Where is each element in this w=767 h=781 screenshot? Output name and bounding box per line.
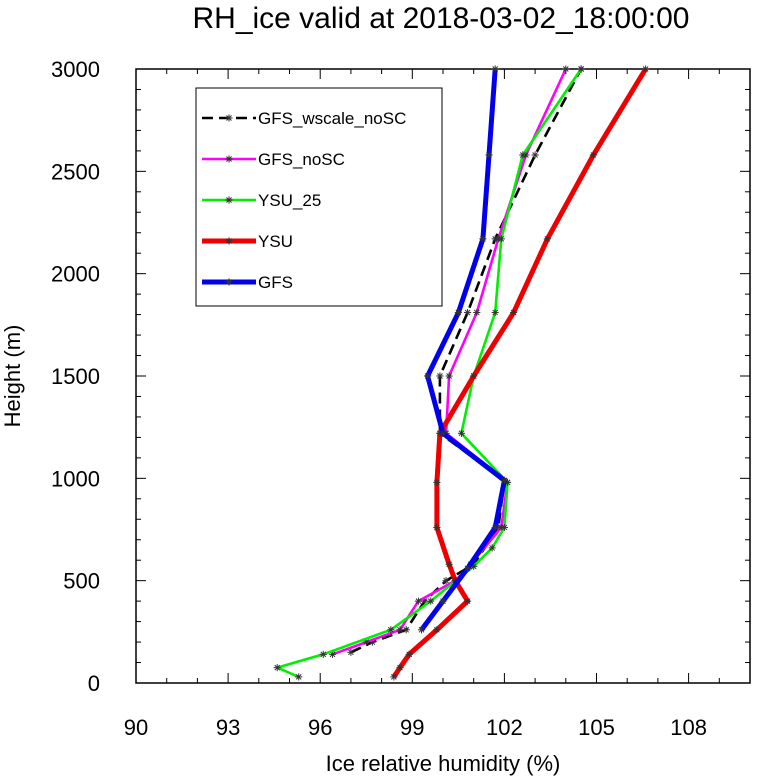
data-point-marker <box>402 626 410 634</box>
series-gfs <box>417 65 508 634</box>
data-point-marker <box>405 650 413 658</box>
y-tick-label: 500 <box>63 569 100 594</box>
data-point-marker <box>491 308 499 317</box>
data-point-marker <box>427 597 435 605</box>
series-ysu <box>390 65 650 681</box>
legend-item: YSU <box>202 232 293 251</box>
data-point-marker <box>225 237 233 245</box>
data-point-marker <box>439 429 447 437</box>
y-axis-ticks: 0 500 1000 1500 2000 2500 3000 <box>51 57 750 696</box>
data-point-marker <box>479 235 487 243</box>
x-tick-label: 93 <box>216 715 240 740</box>
legend-label: GFS <box>258 273 293 292</box>
data-point-marker <box>562 65 570 73</box>
data-point-marker <box>439 597 447 605</box>
legend-label: YSU <box>258 232 293 251</box>
data-point-marker <box>543 235 551 243</box>
legend-items: GFS_wscale_noSC GFS_noSC YSU_25 YSU GFS <box>202 109 406 292</box>
data-point-marker <box>470 372 478 380</box>
data-point-marker <box>445 372 453 380</box>
data-point-marker <box>225 196 233 204</box>
data-point-marker <box>433 478 441 487</box>
data-point-marker <box>414 597 423 605</box>
data-point-marker <box>295 673 303 681</box>
x-axis-ticks: 90 93 96 99 102 105 108 <box>124 69 751 740</box>
data-point-marker <box>319 650 327 658</box>
data-point-marker <box>273 664 281 672</box>
data-point-marker <box>457 429 466 437</box>
data-point-marker <box>642 65 650 73</box>
legend-label: GFS_wscale_noSC <box>258 109 406 128</box>
data-point-marker <box>497 235 505 243</box>
data-point-marker <box>396 664 404 672</box>
data-point-marker <box>463 564 472 572</box>
x-tick-label: 99 <box>400 715 424 740</box>
chart-title: RH_ice valid at 2018-03-02_18:00:00 <box>192 2 689 35</box>
y-tick-label: 3000 <box>51 57 100 82</box>
data-point-marker <box>433 523 441 532</box>
legend-box <box>195 87 443 307</box>
data-point-marker <box>463 597 472 605</box>
legend-label: YSU_25 <box>258 191 321 210</box>
data-point-marker <box>433 626 441 634</box>
data-point-marker <box>445 560 453 568</box>
x-axis-label: Ice relative humidity (%) <box>326 751 561 776</box>
x-tick-label: 90 <box>124 715 148 740</box>
data-point-marker <box>225 114 233 122</box>
data-point-marker <box>473 308 481 317</box>
y-axis-label: Height (m) <box>0 325 25 428</box>
data-point-marker <box>417 626 426 634</box>
data-point-marker <box>424 372 432 380</box>
data-point-marker <box>577 65 585 73</box>
legend-item: GFS_noSC <box>202 150 345 169</box>
legend: GFS_wscale_noSC GFS_noSC YSU_25 YSU GFS <box>195 87 443 307</box>
y-tick-label: 1500 <box>51 364 100 389</box>
data-point-marker <box>347 648 355 656</box>
data-point-marker <box>225 278 233 286</box>
series-layer <box>273 65 650 681</box>
x-tick-label: 96 <box>308 715 332 740</box>
data-point-marker <box>519 151 527 159</box>
y-tick-label: 2000 <box>51 262 100 287</box>
legend-item: YSU_25 <box>202 191 321 210</box>
data-point-marker <box>589 151 598 159</box>
data-point-marker <box>396 626 404 634</box>
series-line <box>332 68 567 656</box>
data-point-marker <box>463 308 472 317</box>
data-point-marker <box>500 523 508 532</box>
legend-label: GFS_noSC <box>258 150 345 169</box>
data-point-marker <box>390 673 398 681</box>
data-point-marker <box>485 151 493 159</box>
data-point-marker <box>225 155 233 163</box>
data-point-marker <box>491 523 499 532</box>
data-point-marker <box>510 308 518 317</box>
data-point-marker <box>454 308 462 317</box>
data-point-marker <box>531 151 539 159</box>
data-point-marker <box>500 476 508 484</box>
x-tick-label: 105 <box>578 715 615 740</box>
y-tick-label: 0 <box>88 671 100 696</box>
x-tick-label: 102 <box>486 715 523 740</box>
x-tick-label: 108 <box>670 715 707 740</box>
legend-item: GFS_wscale_noSC <box>202 109 406 128</box>
data-point-marker <box>488 544 496 552</box>
y-tick-label: 2500 <box>51 159 100 184</box>
data-point-marker <box>442 577 450 585</box>
data-point-marker <box>491 65 499 73</box>
y-tick-label: 1000 <box>51 466 100 491</box>
data-point-marker <box>436 372 444 380</box>
legend-item: GFS <box>202 273 293 292</box>
data-point-marker <box>387 626 395 634</box>
